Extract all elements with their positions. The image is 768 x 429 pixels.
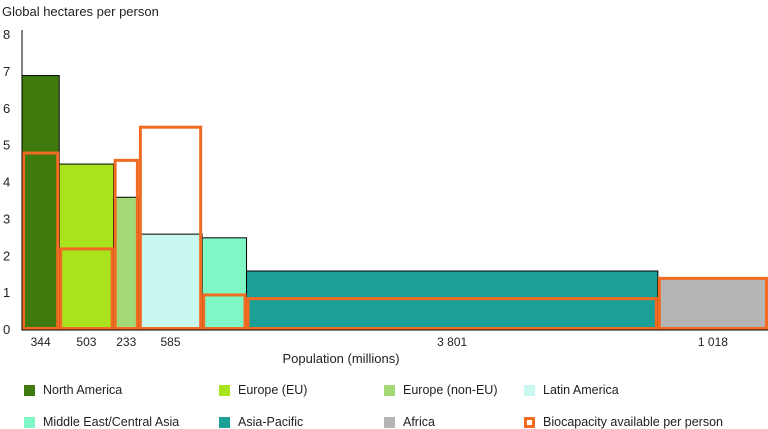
y-tick-label: 0: [3, 322, 10, 337]
x-axis-label: Population (millions): [282, 351, 399, 366]
y-tick-label: 4: [3, 175, 10, 190]
y-tick-label: 1: [3, 285, 10, 300]
legend-swatch: [219, 384, 230, 396]
biocapacity-outline: [22, 151, 60, 330]
y-tick-label: 6: [3, 101, 10, 116]
biocapacity-outline: [202, 293, 247, 330]
legend-item: Latin America: [524, 383, 619, 397]
legend-label: Europe (EU): [238, 383, 308, 397]
footprint-bar: [113, 196, 140, 331]
footprint-bar: [138, 233, 203, 331]
y-axis-label: Global hectares per person: [2, 4, 159, 19]
population-label: 1 018: [698, 335, 728, 349]
legend-item: Biocapacity available per person: [524, 415, 723, 429]
y-axis-ticks: 0 1 2 3 4 5 6 7 8: [3, 27, 10, 337]
legend-swatch: [24, 416, 35, 428]
legend-item: Europe (non-EU): [384, 383, 498, 397]
legend-swatch: [524, 384, 535, 396]
legend-swatch: [24, 384, 35, 396]
legend-swatch: [384, 416, 395, 428]
legend-item: Asia-Pacific: [219, 415, 303, 429]
footprint-chart: Global hectares per person 0 1 2 3 4 5 6 7 8 344…: [2, 4, 768, 366]
footprint-bar: [657, 277, 768, 331]
legend-label: Middle East/Central Asia: [43, 415, 180, 429]
legend-item: Middle East/Central Asia: [24, 415, 179, 429]
y-tick-label: 7: [3, 64, 10, 79]
biocapacity-outline: [59, 247, 114, 330]
legend-item: North America: [24, 383, 122, 397]
legend-swatch: [524, 416, 535, 428]
legend-label: Asia-Pacific: [238, 415, 304, 429]
biocapacity-outline: [657, 276, 768, 330]
population-labels: 344 503 233 585 3 801 1 018: [31, 335, 729, 349]
y-tick-label: 3: [3, 211, 10, 226]
footprint-bar: [246, 270, 659, 331]
population-label: 233: [116, 335, 136, 349]
biocapacity-outline: [113, 158, 139, 330]
footprint-bar: [21, 75, 60, 331]
legend-label: North America: [43, 383, 123, 397]
biocapacity-outline: [138, 125, 203, 330]
y-tick-label: 2: [3, 248, 10, 263]
footprint-bar: [58, 163, 115, 331]
population-label: 344: [31, 335, 51, 349]
legend-label: Europe (non-EU): [403, 383, 498, 397]
population-label: 585: [161, 335, 181, 349]
legend-label: Biocapacity available per person: [543, 415, 723, 429]
legend-swatch: [219, 416, 230, 428]
population-label: 503: [76, 335, 96, 349]
legend-swatch: [384, 384, 395, 396]
legend-item: Africa: [384, 415, 435, 429]
legend-item: Europe (EU): [219, 383, 307, 397]
biocapacity-outline: [246, 297, 658, 330]
footprint-bars: [21, 75, 768, 331]
y-tick-label: 5: [3, 138, 10, 153]
legend-label: Africa: [403, 415, 435, 429]
legend-label: Latin America: [543, 383, 619, 397]
biocapacity-outlines: [22, 125, 768, 330]
footprint-bar: [201, 237, 248, 331]
y-tick-label: 8: [3, 27, 10, 42]
population-label: 3 801: [437, 335, 467, 349]
